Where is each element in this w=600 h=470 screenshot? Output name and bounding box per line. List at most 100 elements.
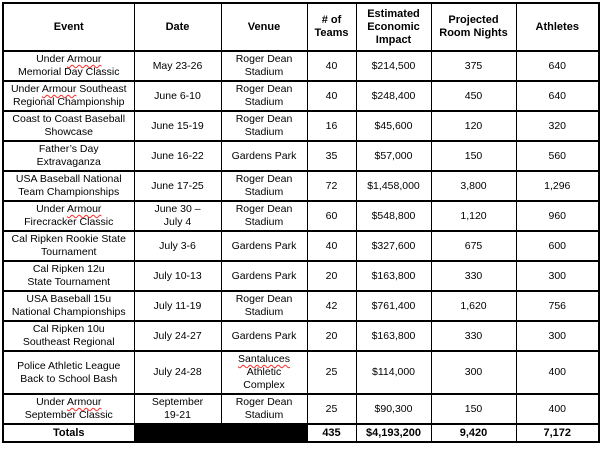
- cell-impact: $163,800: [355, 260, 432, 292]
- table-row: Under Armour Firecracker Classic June 30…: [2, 200, 600, 232]
- cell-impact: $327,600: [355, 230, 432, 262]
- header-num-teams: # of Teams: [306, 2, 357, 52]
- cell-event: Cal Ripken Rookie State Tournament: [2, 230, 135, 262]
- cell-room-nights: 450: [430, 80, 517, 112]
- cell-athletes: 960: [515, 200, 600, 232]
- cell-impact: $163,800: [355, 320, 432, 352]
- cell-venue: Gardens Park: [220, 230, 308, 262]
- cell-athletes: 320: [515, 110, 600, 142]
- cell-impact: $761,400: [355, 290, 432, 322]
- totals-athletes: 7,172: [515, 423, 600, 443]
- cell-room-nights: 330: [430, 320, 517, 352]
- cell-event: Under Armour Firecracker Classic: [2, 200, 135, 232]
- table-row: Coast to Coast Baseball Showcase June 15…: [2, 110, 600, 142]
- cell-event: Father’s Day Extravaganza: [2, 140, 135, 172]
- cell-room-nights: 1,120: [430, 200, 517, 232]
- totals-row: Totals 435 $4,193,200 9,420 7,172: [2, 423, 600, 443]
- cell-room-nights: 330: [430, 260, 517, 292]
- cell-impact: $548,800: [355, 200, 432, 232]
- cell-teams: 35: [306, 140, 357, 172]
- header-room-nights: Projected Room Nights: [430, 2, 517, 52]
- cell-teams: 40: [306, 80, 357, 112]
- cell-athletes: 560: [515, 140, 600, 172]
- cell-impact: $1,458,000: [355, 170, 432, 202]
- cell-teams: 25: [306, 393, 357, 425]
- cell-date: July 10-13: [133, 260, 222, 292]
- cell-venue: Roger Dean Stadium: [220, 170, 308, 202]
- cell-room-nights: 150: [430, 393, 517, 425]
- cell-room-nights: 375: [430, 50, 517, 82]
- cell-date: July 24-27: [133, 320, 222, 352]
- header-date: Date: [133, 2, 222, 52]
- cell-date: May 23-26: [133, 50, 222, 82]
- cell-date: June 17-25: [133, 170, 222, 202]
- cell-athletes: 756: [515, 290, 600, 322]
- table-row: USA Baseball National Team Championships…: [2, 170, 600, 202]
- cell-date: July 11-19: [133, 290, 222, 322]
- cell-date: June 15-19: [133, 110, 222, 142]
- cell-athletes: 400: [515, 393, 600, 425]
- table-row: Cal Ripken Rookie State Tournament July …: [2, 230, 600, 262]
- table-row: Under Armour September Classic September…: [2, 393, 600, 425]
- cell-event: Coast to Coast Baseball Showcase: [2, 110, 135, 142]
- cell-date: July 3-6: [133, 230, 222, 262]
- totals-label: Totals: [2, 423, 135, 443]
- header-athletes: Athletes: [515, 2, 600, 52]
- cell-athletes: 300: [515, 320, 600, 352]
- cell-event: USA Baseball 15u National Championships: [2, 290, 135, 322]
- cell-event: Cal Ripken 12u State Tournament: [2, 260, 135, 292]
- cell-event: Under Armour Southeast Regional Champion…: [2, 80, 135, 112]
- cell-athletes: 640: [515, 80, 600, 112]
- totals-teams: 435: [306, 423, 357, 443]
- cell-venue: Gardens Park: [220, 260, 308, 292]
- cell-athletes: 1,296: [515, 170, 600, 202]
- cell-room-nights: 1,620: [430, 290, 517, 322]
- cell-athletes: 640: [515, 50, 600, 82]
- cell-room-nights: 150: [430, 140, 517, 172]
- table-row: Under Armour Memorial Day Classic May 23…: [2, 50, 600, 82]
- cell-date: July 24-28: [133, 350, 222, 395]
- cell-teams: 60: [306, 200, 357, 232]
- cell-teams: 72: [306, 170, 357, 202]
- cell-venue: Santaluces Athletic Complex: [220, 350, 308, 395]
- cell-impact: $114,000: [355, 350, 432, 395]
- totals-room-nights: 9,420: [430, 423, 517, 443]
- cell-impact: $57,000: [355, 140, 432, 172]
- cell-venue: Roger Dean Stadium: [220, 200, 308, 232]
- table-row: Father’s Day Extravaganza June 16-22 Gar…: [2, 140, 600, 172]
- cell-event: USA Baseball National Team Championships: [2, 170, 135, 202]
- cell-impact: $214,500: [355, 50, 432, 82]
- misspelled-word: Santaluces: [238, 353, 290, 365]
- totals-impact: $4,193,200: [355, 423, 432, 443]
- cell-teams: 20: [306, 320, 357, 352]
- redacted-cell: [133, 423, 308, 443]
- cell-athletes: 300: [515, 260, 600, 292]
- table-row: USA Baseball 15u National Championships …: [2, 290, 600, 322]
- cell-teams: 40: [306, 50, 357, 82]
- table-row: Cal Ripken 12u State Tournament July 10-…: [2, 260, 600, 292]
- header-venue: Venue: [220, 2, 308, 52]
- cell-event: Under Armour Memorial Day Classic: [2, 50, 135, 82]
- misspelled-word: Armour: [67, 396, 102, 408]
- misspelled-word: Armour: [67, 203, 102, 215]
- cell-venue: Roger Dean Stadium: [220, 50, 308, 82]
- cell-venue: Gardens Park: [220, 140, 308, 172]
- cell-date: June 30 – July 4: [133, 200, 222, 232]
- cell-venue: Roger Dean Stadium: [220, 110, 308, 142]
- cell-venue: Roger Dean Stadium: [220, 80, 308, 112]
- cell-athletes: 600: [515, 230, 600, 262]
- header-economic-impact: Estimated Economic Impact: [355, 2, 432, 52]
- cell-room-nights: 300: [430, 350, 517, 395]
- events-table: Event Date Venue # of Teams Estimated Ec…: [2, 2, 600, 443]
- cell-venue: Roger Dean Stadium: [220, 290, 308, 322]
- cell-teams: 20: [306, 260, 357, 292]
- cell-venue: Roger Dean Stadium: [220, 393, 308, 425]
- cell-event: Police Athletic League Back to School Ba…: [2, 350, 135, 395]
- cell-event: Under Armour September Classic: [2, 393, 135, 425]
- cell-room-nights: 120: [430, 110, 517, 142]
- cell-athletes: 400: [515, 350, 600, 395]
- misspelled-word: Armour: [41, 83, 77, 95]
- cell-venue: Gardens Park: [220, 320, 308, 352]
- cell-teams: 42: [306, 290, 357, 322]
